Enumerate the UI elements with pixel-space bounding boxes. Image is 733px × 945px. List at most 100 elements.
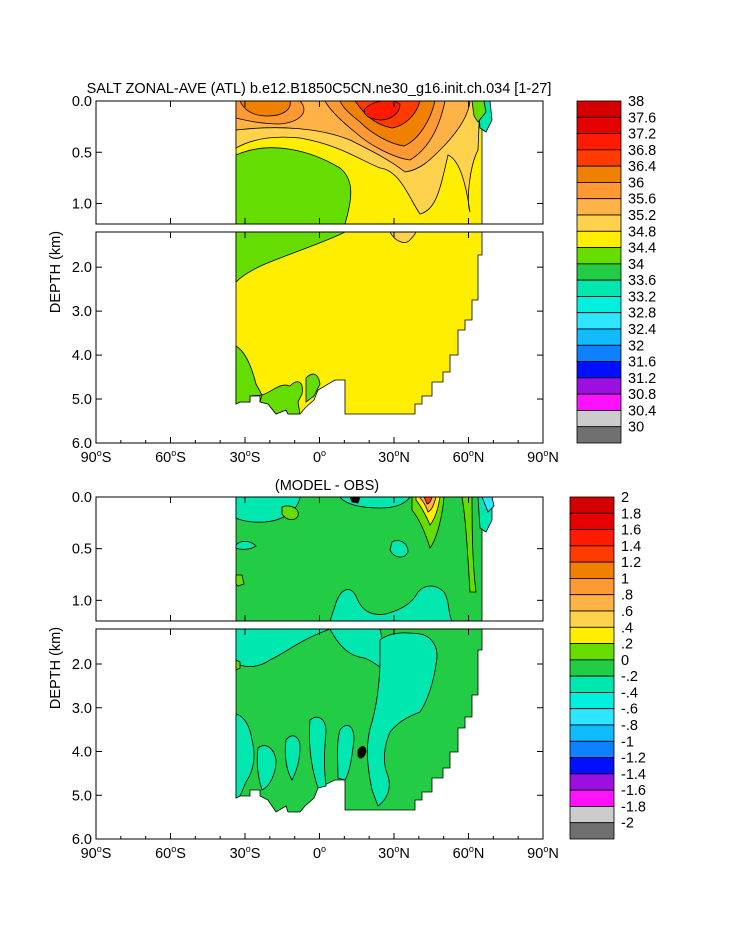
x-tick-label: 30oN [378,844,410,862]
colorbar-label: .8 [621,588,633,604]
y-tick-label: 2.0 [72,657,92,673]
difference-title: (MODEL - OBS) [275,478,379,494]
colorbar-swatch [569,512,615,530]
x-tick-label: 0o [313,448,326,466]
colorbar-swatch [576,410,622,428]
colorbar-swatch [569,757,615,775]
colorbar-swatch [569,561,615,579]
colorbar-label: -1.4 [621,767,646,783]
colorbar-swatch [576,182,622,200]
y-tick-label: 3.0 [72,304,92,320]
y-tick-label: 0.5 [72,542,92,558]
y-tick-label: 5.0 [72,788,92,804]
colorbar-swatch [569,496,615,514]
colorbar-swatch [569,692,615,710]
x-tick-label: 30oS [230,844,261,862]
colorbar-label: 1.2 [621,555,641,571]
salinity-ylabel: DEPTH (km) [48,231,64,313]
colorbar-label: -.2 [621,669,638,685]
colorbar-label: 30.8 [628,387,656,403]
colorbar-label: -.4 [621,685,638,701]
colorbar-swatch [576,296,622,314]
salinity-colorbar: 3837.637.236.836.43635.635.234.834.43433… [576,94,656,444]
colorbar-swatch [569,724,615,742]
colorbar-swatch [576,133,622,151]
colorbar-swatch [576,263,622,281]
colorbar-label: 33.6 [628,273,656,289]
colorbar-label: 1.4 [621,539,641,555]
colorbar-label: 36.4 [628,159,656,175]
difference-ylabel: DEPTH (km) [48,627,64,709]
colorbar-swatch [576,377,622,395]
difference-colorbar: 21.81.61.41.21.8.6.4.20-.2-.4-.6-.8-1-1.… [569,490,646,840]
salinity-field-upper [235,101,493,224]
colorbar-swatch [576,361,622,379]
colorbar-swatch [576,344,622,362]
colorbar-label: 33.2 [628,289,656,305]
colorbar-swatch [576,393,622,411]
colorbar-label: 32 [628,338,644,354]
difference-axes: 90oS 60oS 30oS 0o 30oN 60oN 90oN 0.0 0.5 1.0 2.0 3.… [72,490,559,862]
colorbar-swatch [569,529,615,547]
colorbar-swatch [576,198,622,216]
y-tick-label: 1.0 [72,593,92,609]
colorbar-label: 38 [628,94,644,110]
colorbar-swatch [569,659,615,677]
colorbar-swatch [576,165,622,183]
colorbar-swatch [576,214,622,232]
colorbar-label: 30 [628,420,644,436]
colorbar-swatch [569,675,615,693]
x-tick-label: 60oS [155,448,186,466]
y-tick-label: 4.0 [72,745,92,761]
colorbar-label: 37.2 [628,127,656,143]
colorbar-label: 36.8 [628,143,656,159]
y-tick-label: 0.0 [72,94,92,110]
colorbar-swatch [576,328,622,346]
colorbar-label: 37.6 [628,110,656,126]
colorbar-swatch [569,708,615,726]
colorbar-label: -1 [621,734,634,750]
colorbar-label: 35.6 [628,192,656,208]
colorbar-swatch [576,230,622,248]
colorbar-swatch [576,247,622,265]
colorbar-label: -1.6 [621,783,646,799]
y-tick-label: 1.0 [72,197,92,213]
colorbar-label: -.6 [621,702,638,718]
x-tick-label: 30oN [378,448,410,466]
colorbar-label: 0 [621,653,629,669]
x-tick-label: 60oS [155,844,186,862]
colorbar-swatch [569,545,615,563]
salinity-title: SALT ZONAL-AVE (ATL) b.e12.B1850C5CN.ne3… [87,81,552,97]
colorbar-label: -2 [621,816,634,832]
x-tick-label: 30oS [230,448,261,466]
salinity-field-lower [235,232,483,415]
colorbar-label: 1.8 [621,506,641,522]
colorbar-swatch [576,116,622,134]
colorbar-swatch [569,578,615,596]
y-tick-label: 5.0 [72,392,92,408]
colorbar-label: 31.2 [628,371,656,387]
colorbar-label: 31.6 [628,355,656,371]
colorbar-label: 1.6 [621,523,641,539]
colorbar-label: .2 [621,637,633,653]
y-tick-label: 4.0 [72,348,92,364]
colorbar-label: 34.8 [628,224,656,240]
colorbar-label: 32.4 [628,322,656,338]
y-tick-label: 2.0 [72,260,92,276]
colorbar-swatch [576,279,622,297]
colorbar-label: -1.2 [621,751,646,767]
colorbar-label: .4 [621,620,633,636]
colorbar-label: -.8 [621,718,638,734]
colorbar-label: .6 [621,604,633,620]
colorbar-swatch [569,789,615,807]
colorbar-swatch [569,626,615,644]
colorbar-swatch [569,610,615,628]
salinity-axes: 90oS 60oS 30oS 0o 30oN 60oN 90oN 0.0 0.5 1.0 2.0 3.… [72,94,559,466]
x-tick-label: 90oN [527,844,559,862]
difference-field-upper [235,497,495,621]
x-tick-label: 90oS [81,448,112,466]
colorbar-swatch [576,100,622,118]
x-tick-label: 90oN [527,448,559,466]
colorbar-swatch [576,149,622,167]
